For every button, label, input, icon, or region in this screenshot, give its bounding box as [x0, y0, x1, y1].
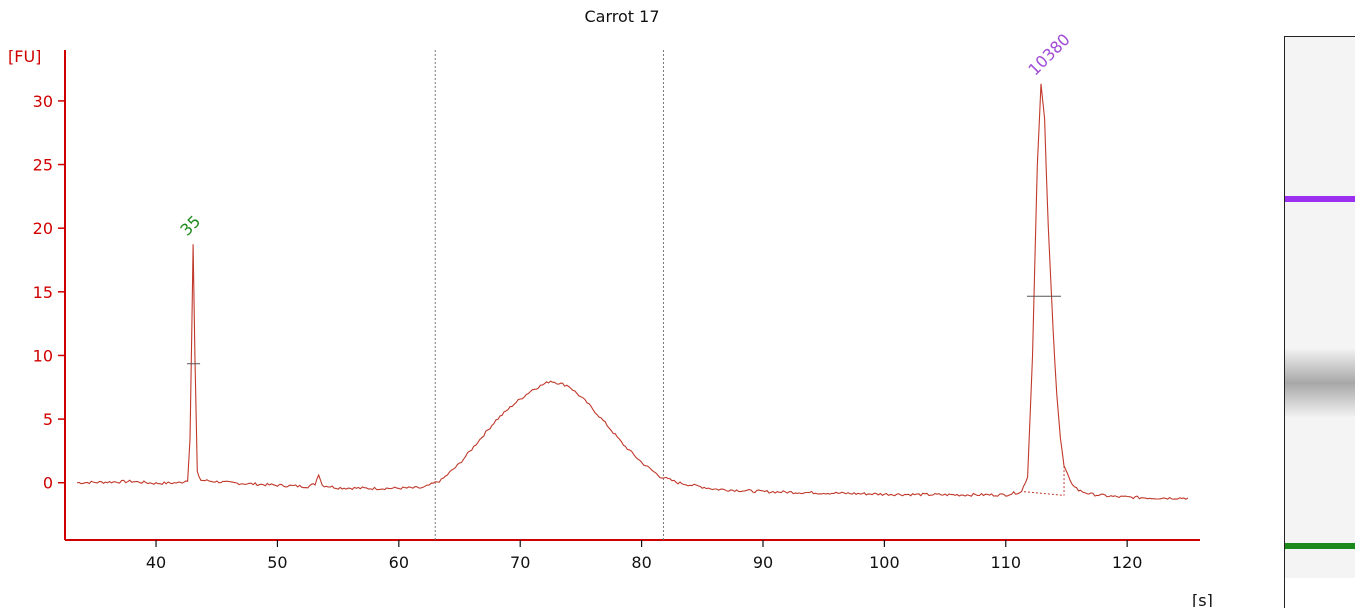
x-tick-label: 40	[146, 553, 166, 572]
x-tick-label: 50	[267, 553, 287, 572]
peak-label: 35	[176, 212, 204, 240]
region-markers	[434, 50, 664, 540]
y-tick-label: 25	[33, 156, 53, 175]
gel-band	[1285, 196, 1355, 203]
x-tick-label: 70	[510, 553, 530, 572]
trace-line	[77, 83, 1189, 500]
chart-title: Carrot 17	[584, 7, 659, 26]
peak-labels: 35 10380	[176, 30, 1074, 496]
y-axis-label: [FU]	[8, 47, 41, 66]
chart-axes: 0 5 10 15 20 25 30 40 50 60 70 80 90 100 110 120	[33, 50, 1200, 572]
gel-lane	[1285, 37, 1355, 578]
y-tick-label: 10	[33, 346, 53, 365]
y-tick-label: 20	[33, 219, 53, 238]
gel-band	[1285, 542, 1355, 549]
y-tick-label: 15	[33, 283, 53, 302]
y-tick-label: 30	[33, 92, 53, 111]
peak-label: 10380	[1024, 30, 1073, 79]
x-tick-label: 80	[631, 553, 651, 572]
y-tick-label: 5	[43, 410, 53, 429]
x-tick-label: 110	[991, 553, 1022, 572]
x-axis-label: [s]	[1192, 591, 1213, 607]
electropherogram-chart: Carrot 17 0 5 10 15 20 25 30 40 50 60 70 80 90 100 110…	[8, 7, 1213, 607]
x-tick-label: 60	[389, 553, 409, 572]
x-tick-label: 120	[1112, 553, 1143, 572]
gel-lane-image	[1284, 36, 1355, 608]
y-tick-label: 0	[43, 474, 53, 493]
peak-baseline	[1023, 491, 1065, 496]
x-tick-label: 100	[869, 553, 900, 572]
x-tick-label: 90	[753, 553, 773, 572]
gel-band	[1285, 348, 1355, 419]
